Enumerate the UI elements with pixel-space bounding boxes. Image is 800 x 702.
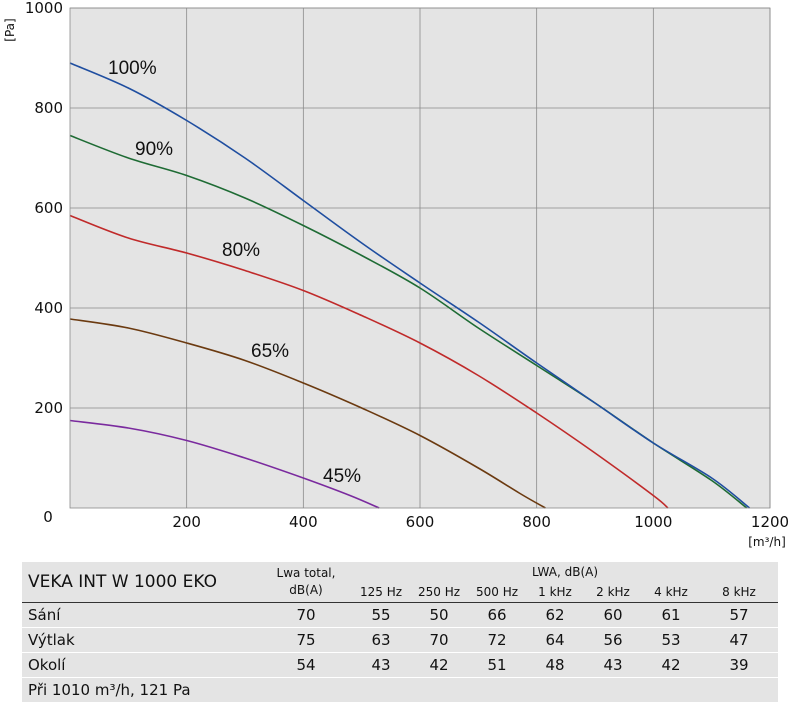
lwa-cell: 50 [410, 603, 468, 628]
lwa-cell: 72 [468, 628, 526, 653]
curve-label: 90% [135, 139, 173, 160]
y-axis-label: [Pa] [3, 18, 17, 41]
lwa-cell: 42 [410, 653, 468, 678]
lwa-group-header: LWA, dB(A) [352, 562, 778, 582]
x-tick-label: 200 [172, 513, 201, 531]
lwa-cell: 53 [642, 628, 700, 653]
table-row: Sání 70 55 50 66 62 60 61 57 [22, 603, 778, 628]
band-header: 4 kHz [642, 582, 700, 603]
curve-label: 45% [323, 466, 361, 487]
model-name: VEKA INT W 1000 EKO [22, 562, 260, 603]
row-label: Výtlak [22, 628, 260, 653]
lwa-cell: 57 [700, 603, 778, 628]
fan-performance-chart: 200 400 600 800 1000 1200 200 400 600 800 1000 0 [m³… [0, 0, 800, 555]
band-header: 125 Hz [352, 582, 410, 603]
band-header: 2 kHz [584, 582, 642, 603]
footnote: Při 1010 m³/h, 121 Pa [22, 678, 778, 702]
lwa-cell: 39 [700, 653, 778, 678]
x-tick-label: 800 [522, 513, 551, 531]
lwa-total-cell: 54 [260, 653, 352, 678]
x-tick-label: 1200 [751, 513, 789, 531]
lwa-cell: 70 [410, 628, 468, 653]
y-tick-label: 800 [34, 99, 63, 117]
row-label: Sání [22, 603, 260, 628]
lwa-total-cell: 70 [260, 603, 352, 628]
y-tick-label: 400 [34, 299, 63, 317]
band-header: 500 Hz [468, 582, 526, 603]
x-tick-label: 1000 [634, 513, 672, 531]
y-tick-label: 600 [34, 199, 63, 217]
curve-label: 80% [222, 240, 260, 261]
lwa-cell: 61 [642, 603, 700, 628]
band-header: 250 Hz [410, 582, 468, 603]
lwa-total-cell: 75 [260, 628, 352, 653]
lwa-cell: 66 [468, 603, 526, 628]
lwa-cell: 43 [584, 653, 642, 678]
lwa-cell: 55 [352, 603, 410, 628]
lwa-cell: 48 [526, 653, 584, 678]
lwa-total-header-line1: Lwa total, [260, 565, 352, 582]
y-tick-label: 200 [34, 399, 63, 417]
x-axis-label: [m³/h] [748, 535, 786, 549]
lwa-total-header: Lwa total, dB(A) [260, 562, 352, 603]
lwa-cell: 62 [526, 603, 584, 628]
lwa-cell: 43 [352, 653, 410, 678]
band-header: 1 kHz [526, 582, 584, 603]
row-label: Okolí [22, 653, 260, 678]
y-tick-label: 1000 [25, 0, 63, 17]
lwa-cell: 51 [468, 653, 526, 678]
origin-label: 0 [43, 508, 53, 526]
lwa-total-header-line2: dB(A) [260, 582, 352, 599]
curve-label: 65% [251, 341, 289, 362]
lwa-cell: 63 [352, 628, 410, 653]
footnote-row: Při 1010 m³/h, 121 Pa [22, 678, 778, 702]
noise-table: VEKA INT W 1000 EKO Lwa total, dB(A) LWA… [22, 562, 778, 702]
lwa-cell: 60 [584, 603, 642, 628]
band-header: 8 kHz [700, 582, 778, 603]
table-row: Okolí 54 43 42 51 48 43 42 39 [22, 653, 778, 678]
table-header-row: VEKA INT W 1000 EKO Lwa total, dB(A) LWA… [22, 562, 778, 582]
table-row: Výtlak 75 63 70 72 64 56 53 47 [22, 628, 778, 653]
x-tick-label: 400 [289, 513, 318, 531]
lwa-cell: 56 [584, 628, 642, 653]
lwa-cell: 64 [526, 628, 584, 653]
x-tick-label: 600 [406, 513, 435, 531]
lwa-cell: 42 [642, 653, 700, 678]
curve-label: 100% [108, 58, 157, 79]
lwa-cell: 47 [700, 628, 778, 653]
